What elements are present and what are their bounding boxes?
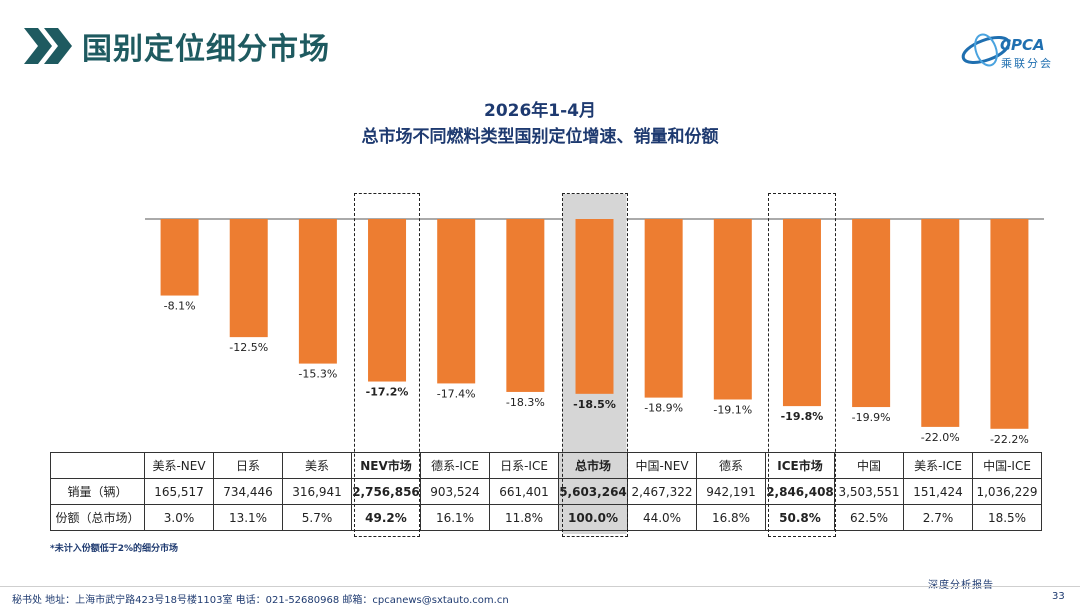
footer-divider — [0, 586, 1080, 587]
bar-中国-NEV — [644, 219, 683, 398]
footer-address: 秘书处 地址：上海市武宁路423号18号楼1103室 电话：021-526809… — [12, 595, 509, 606]
logo-subtext: 乘联分会 — [1001, 57, 1053, 70]
table-cell: 44.0% — [627, 504, 697, 531]
bar-德系-ICE — [437, 219, 476, 384]
table-header-cell: 德系-ICE — [420, 452, 490, 479]
table-header-cell: 美系-ICE — [903, 452, 973, 479]
highlight-box-nev — [354, 193, 420, 537]
page-title: 国别定位细分市场 — [82, 32, 330, 67]
chart-title: 2026年1-4月 — [483, 101, 597, 121]
table-cell: 2,846,408 — [765, 478, 835, 505]
highlight-box-total — [562, 193, 628, 537]
table-cell: 16.1% — [420, 504, 490, 531]
report-tag: 深度分析报告 — [928, 576, 994, 591]
table-cell: 942,191 — [696, 478, 766, 505]
table-row-label: 份额（总市场） — [50, 504, 145, 531]
bar-ICE市场 — [782, 219, 821, 407]
data-table: 美系-NEV 日系 美系 NEV市场 德系-ICE 日系-ICE 总市场 中国-NEV 德系 IC… — [50, 452, 1042, 531]
data-label-中国: -19.9% — [852, 411, 891, 424]
chart-subtitle: 总市场不同燃料类型国别定位增速、销量和份额 — [361, 127, 719, 147]
bar-中国 — [852, 219, 891, 408]
table-cell: 1,036,229 — [972, 478, 1042, 505]
table-corner-cell — [50, 452, 145, 479]
footnote: *未计入份额低于2%的细分市场 — [50, 544, 178, 554]
data-label-中国-NEV: -18.9% — [644, 402, 683, 415]
bar-日系-ICE — [506, 219, 545, 392]
cpca-logo-icon — [961, 33, 1011, 67]
bar-美系-NEV — [160, 219, 199, 296]
data-label-日系-ICE: -18.3% — [506, 396, 545, 409]
data-label-NEV市场: -17.2% — [366, 386, 409, 399]
data-label-德系: -19.1% — [713, 403, 752, 416]
data-label-德系-ICE: -17.4% — [437, 387, 476, 400]
data-label-美系-NEV: -8.1% — [164, 300, 196, 313]
table-header-cell: 日系-ICE — [489, 452, 559, 479]
table-cell: 661,401 — [489, 478, 559, 505]
bar-NEV市场 — [368, 219, 407, 382]
table-cell: 16.8% — [696, 504, 766, 531]
logo-text: CPCA — [1000, 36, 1045, 54]
table-cell: 5.7% — [282, 504, 352, 531]
table-cell: 151,424 — [903, 478, 973, 505]
table-cell: 13.1% — [213, 504, 283, 531]
table-cell: 2.7% — [903, 504, 973, 531]
bar-总市场 — [575, 219, 614, 394]
bar-中国-ICE — [990, 219, 1029, 429]
table-header-cell: NEV市场 — [351, 452, 421, 479]
table-cell: 49.2% — [351, 504, 421, 531]
data-label-美系-ICE: -22.0% — [921, 431, 960, 444]
table-row-label: 销量（辆） — [50, 478, 145, 505]
table-cell: 3.0% — [144, 504, 214, 531]
table-cell: 62.5% — [834, 504, 904, 531]
page-number: 33 — [1052, 591, 1065, 602]
table-header-cell: 美系 — [282, 452, 352, 479]
table-cell: 100.0% — [558, 504, 628, 531]
table-header-cell: 总市场 — [558, 452, 628, 479]
table-header-cell: 美系-NEV — [144, 452, 214, 479]
data-label-日系: -12.5% — [229, 341, 268, 354]
data-label-总市场: -18.5% — [573, 398, 616, 411]
table-header-row: 美系-NEV 日系 美系 NEV市场 德系-ICE 日系-ICE 总市场 中国-NEV 德系 IC… — [50, 452, 1042, 479]
data-label-美系: -15.3% — [298, 368, 337, 381]
table-cell: 18.5% — [972, 504, 1042, 531]
table-cell: 3,503,551 — [834, 478, 904, 505]
table-row: 份额（总市场） 3.0% 13.1% 5.7% 49.2% 16.1% 11.8% 100.0… — [50, 504, 1042, 531]
table-cell: 903,524 — [420, 478, 490, 505]
bar-德系 — [713, 219, 752, 400]
table-cell: 734,446 — [213, 478, 283, 505]
table-header-cell: 中国 — [834, 452, 904, 479]
table-cell: 316,941 — [282, 478, 352, 505]
table-header-cell: 中国-ICE — [972, 452, 1042, 479]
bar-美系-ICE — [921, 219, 960, 427]
table-header-cell: 德系 — [696, 452, 766, 479]
table-header-cell: 日系 — [213, 452, 283, 479]
bar-美系 — [298, 219, 337, 364]
data-label-ICE市场: -19.8% — [781, 410, 824, 423]
table-cell: 165,517 — [144, 478, 214, 505]
bar-日系 — [229, 219, 268, 338]
table-row: 销量（辆） 165,517 734,446 316,941 2,756,856 903,5… — [50, 478, 1042, 505]
title-bar: 国别定位细分市场 — [22, 22, 330, 70]
table-cell: 2,467,322 — [627, 478, 697, 505]
table-header-cell: 中国-NEV — [627, 452, 697, 479]
highlight-box-ice — [768, 193, 836, 537]
chevron-right-icon — [24, 28, 72, 64]
table-cell: 2,756,856 — [351, 478, 421, 505]
data-label-中国-ICE: -22.2% — [990, 433, 1029, 446]
table-cell: 11.8% — [489, 504, 559, 531]
table-cell: 5,603,264 — [558, 478, 628, 505]
